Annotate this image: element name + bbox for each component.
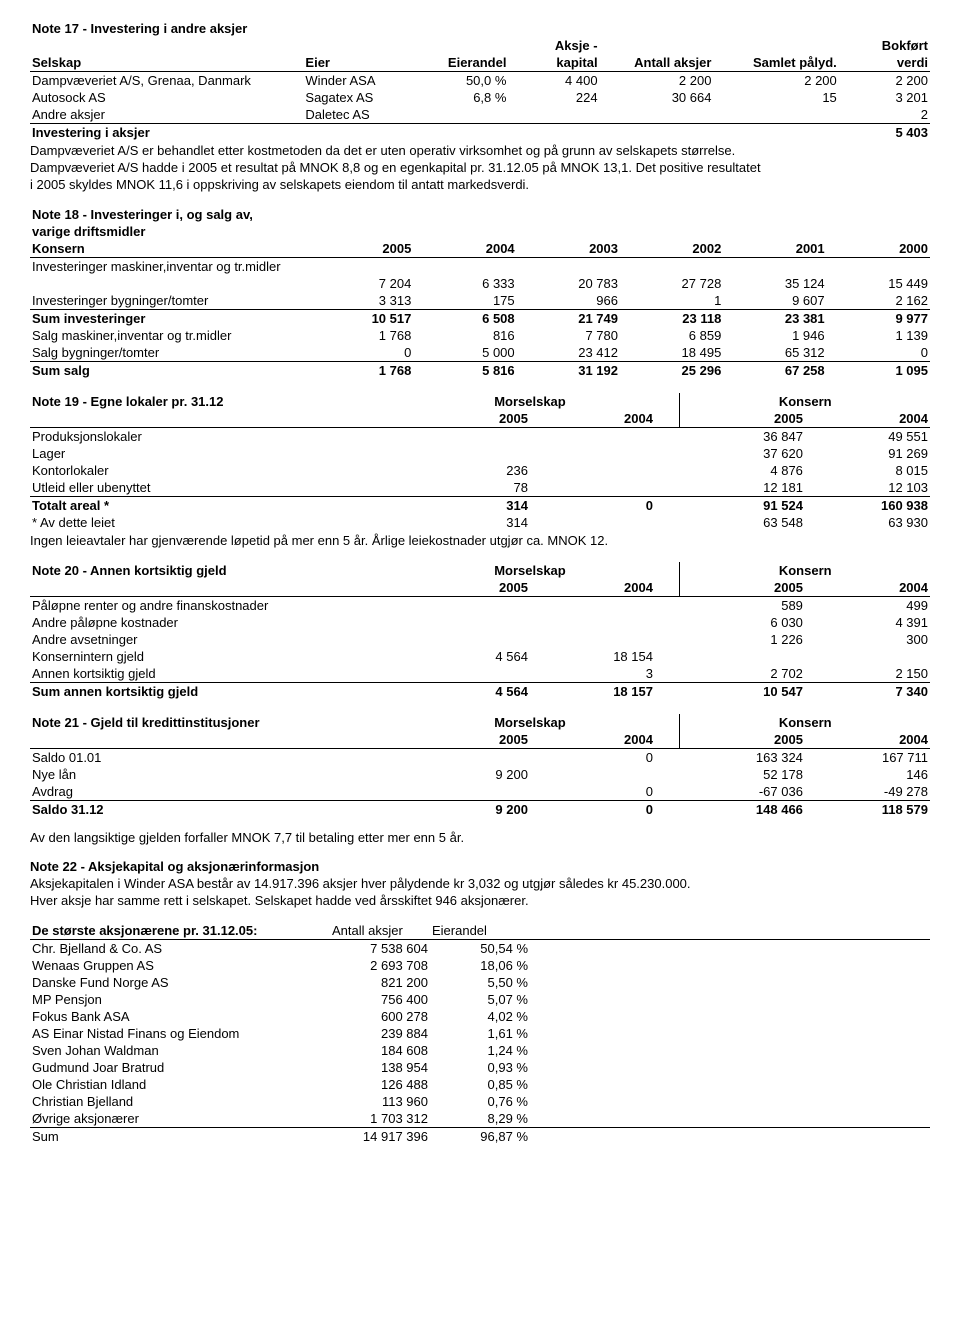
n19-title: Note 19 - Egne lokaler pr. 31.12 (30, 393, 405, 410)
h-selskap: Selskap (30, 54, 303, 72)
h-samlet: Samlet pålyd. (713, 54, 838, 72)
n17-note3: i 2005 skyldes MNOK 11,6 i oppskriving a… (30, 177, 930, 192)
h-verdi: verdi (839, 54, 930, 72)
row-label: Produksjonslokaler (30, 428, 405, 446)
row-label: Andre avsetninger (30, 631, 405, 648)
n18-y2: 2003 (517, 240, 620, 258)
row-label: Konsernintern gjeld (30, 648, 405, 665)
note18: Note 18 - Investeringer i, og salg av, v… (30, 206, 930, 379)
note17-title: Note 17 - Investering i andre aksjer (30, 20, 930, 37)
note19: Note 19 - Egne lokaler pr. 31.12 Morsels… (30, 393, 930, 548)
shareholder-name: Danske Fund Norge AS (30, 974, 330, 991)
row-label: Salg bygninger/tomter (30, 344, 310, 362)
shareholder-name: AS Einar Nistad Finans og Eiendom (30, 1025, 330, 1042)
n19-note: Ingen leieavtaler har gjenværende løpeti… (30, 533, 930, 548)
h-bokfort: Bokført (839, 37, 930, 54)
n18-y4: 2001 (723, 240, 826, 258)
row-label: Avdrag (30, 783, 405, 801)
shareholder-name: Sven Johan Waldman (30, 1042, 330, 1059)
shareholder-name: Ole Christian Idland (30, 1076, 330, 1093)
n21-note: Av den langsiktige gjelden forfaller MNO… (30, 830, 930, 845)
n17-selskap: Andre aksjer (30, 106, 303, 124)
n17-selskap: Autosock AS (30, 89, 303, 106)
n18-konsern: Konsern (30, 240, 310, 258)
row-label: Salg maskiner,inventar og tr.midler (30, 327, 310, 344)
row-label: Saldo 01.01 (30, 749, 405, 767)
n18-y5: 2000 (827, 240, 930, 258)
h-aksje: Aksje - (508, 37, 599, 54)
n17-selskap: Dampvæveriet A/S, Grenaa, Danmark (30, 72, 303, 90)
row-label: Lager (30, 445, 405, 462)
note20: Note 20 - Annen kortsiktig gjeld Morsels… (30, 562, 930, 700)
n18-title1: Note 18 - Investeringer i, og salg av, (30, 206, 930, 223)
row-label: Andre påløpne kostnader (30, 614, 405, 631)
note21: Note 21 - Gjeld til kredittinstitusjoner… (30, 714, 930, 845)
n18-title2: varige driftsmidler (30, 223, 930, 240)
h-eier: Eier (303, 54, 417, 72)
n17-note2: Dampvæveriet A/S hadde i 2005 et resulta… (30, 160, 930, 175)
shareholder-name: Gudmund Joar Bratrud (30, 1059, 330, 1076)
row-label: Annen kortsiktig gjeld (30, 665, 405, 683)
shareholder-name: Fokus Bank ASA (30, 1008, 330, 1025)
n18-sumsalg: Sum salg (30, 362, 310, 380)
shareholder-name: Chr. Bjelland & Co. AS (30, 940, 330, 958)
h-antall: Antall aksjer (600, 54, 714, 72)
n18-suminv: Sum investeringer (30, 310, 310, 328)
shareholder-name: Wenaas Gruppen AS (30, 957, 330, 974)
n18-y1: 2004 (413, 240, 516, 258)
note22: Note 22 - Aksjekapital og aksjonærinform… (30, 859, 930, 1145)
shareholder-name: MP Pensjon (30, 991, 330, 1008)
n18-y3: 2002 (620, 240, 723, 258)
n17-sumlabel: Investering i aksjer (30, 124, 839, 142)
shareholder-name: Øvrige aksjonærer (30, 1110, 330, 1128)
note17: Note 17 - Investering i andre aksjer Aks… (30, 20, 930, 192)
row-label: Nye lån (30, 766, 405, 783)
n18-y0: 2005 (310, 240, 413, 258)
n17-sumval: 5 403 (839, 124, 930, 142)
row-label: Investeringer maskiner,inventar og tr.mi… (30, 258, 310, 276)
h-eierandel: Eierandel (417, 54, 508, 72)
n17-note1: Dampvæveriet A/S er behandlet etter kost… (30, 143, 930, 158)
row-label: Investeringer bygninger/tomter (30, 292, 310, 310)
shareholder-name: Christian Bjelland (30, 1093, 330, 1110)
row-label: Utleid eller ubenyttet (30, 479, 405, 497)
row-label: Kontorlokaler (30, 462, 405, 479)
h-kapital: kapital (508, 54, 599, 72)
row-label: Påløpne renter og andre finanskostnader (30, 597, 405, 615)
row-label (30, 275, 310, 292)
